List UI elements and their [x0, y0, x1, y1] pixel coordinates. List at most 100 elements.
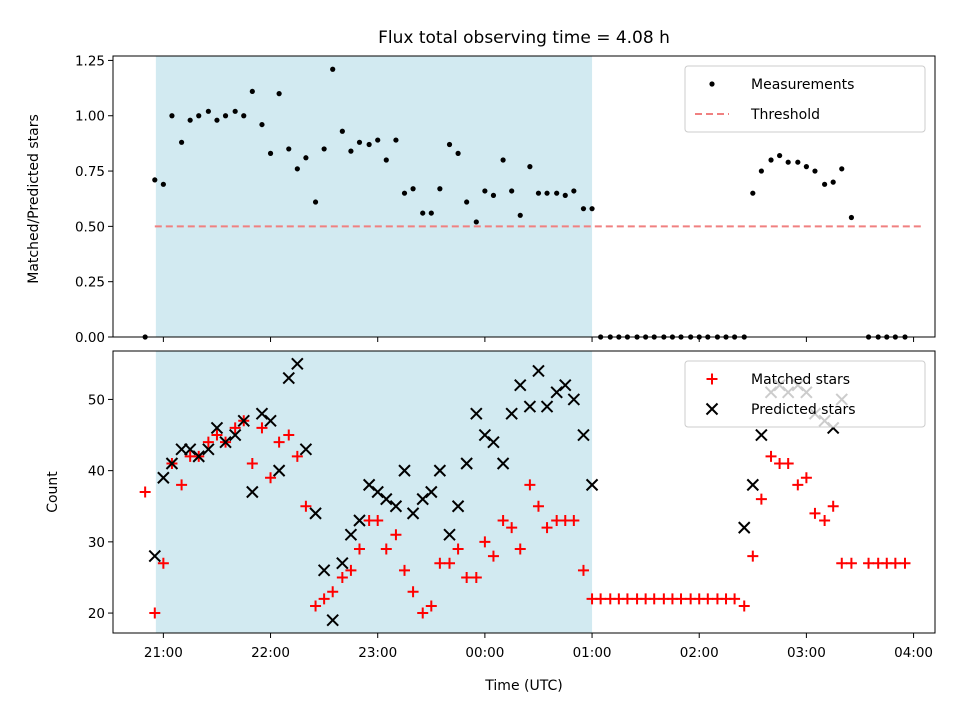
data-point	[407, 586, 419, 598]
x-tick-label: 00:00	[465, 645, 504, 661]
data-point	[255, 407, 269, 420]
y-tick-label: 50	[88, 392, 105, 408]
data-point	[310, 600, 322, 612]
data-point	[889, 557, 901, 569]
data-point	[291, 357, 304, 371]
data-point	[527, 164, 533, 170]
legend-marker	[706, 373, 718, 385]
data-point	[353, 543, 365, 555]
y-tick-label: 0.75	[75, 164, 105, 180]
data-point	[383, 157, 389, 163]
y-tick-label: 1.00	[75, 109, 105, 125]
data-point	[241, 113, 247, 119]
data-point	[839, 166, 845, 172]
data-point	[259, 121, 265, 128]
data-point	[176, 479, 188, 491]
data-point	[577, 428, 590, 442]
data-point	[470, 407, 483, 420]
legend-box	[684, 360, 926, 428]
data-point	[148, 549, 162, 563]
data-point	[401, 190, 408, 196]
data-point	[540, 400, 554, 413]
data-point	[214, 117, 220, 123]
data-point	[265, 472, 277, 484]
data-point	[187, 117, 193, 123]
data-point	[899, 557, 911, 569]
data-point	[205, 108, 211, 114]
data-point	[210, 421, 224, 435]
data-point	[380, 492, 393, 506]
data-point	[353, 514, 366, 527]
data-point	[246, 485, 259, 499]
y-tick-label: 20	[88, 606, 105, 622]
data-point	[845, 557, 857, 569]
data-point	[291, 450, 303, 462]
data-point	[202, 436, 214, 448]
data-point	[738, 600, 750, 612]
data-point	[758, 168, 764, 174]
data-point	[819, 514, 831, 526]
data-point	[183, 443, 197, 456]
data-point	[399, 564, 411, 576]
data-point	[523, 400, 537, 413]
data-point	[532, 364, 545, 378]
data-point	[348, 148, 354, 154]
data-point	[750, 190, 756, 196]
series-matched-stars	[139, 415, 911, 619]
y-tick-label: 0.00	[75, 330, 105, 346]
data-point	[464, 199, 470, 205]
data-point	[451, 500, 465, 513]
data-point	[434, 557, 446, 569]
legend-box	[684, 65, 926, 133]
data-point	[211, 429, 223, 441]
data-point	[169, 113, 175, 119]
legend: Matched stars Predicted stars	[684, 360, 926, 428]
data-point	[524, 479, 536, 491]
data-point	[237, 414, 250, 427]
data-point	[299, 443, 313, 456]
data-point	[326, 613, 339, 627]
data-point	[371, 485, 384, 499]
data-point	[785, 159, 791, 165]
legend: Measurements Threshold	[684, 65, 926, 133]
legend-label: Predicted stars	[751, 402, 856, 418]
data-point	[149, 607, 161, 619]
data-point	[232, 108, 238, 114]
data-point	[478, 428, 492, 442]
data-point	[568, 514, 580, 526]
data-point	[264, 414, 277, 427]
data-point	[362, 478, 376, 492]
y-tick-label: 0.25	[75, 275, 105, 291]
data-point	[509, 188, 515, 194]
data-point	[822, 181, 828, 187]
y-axis-label-bottom: Count	[45, 471, 61, 513]
data-point	[479, 536, 491, 548]
data-point	[487, 550, 499, 562]
data-point	[830, 179, 836, 185]
data-point	[514, 543, 526, 555]
data-point	[157, 557, 169, 569]
data-point	[567, 393, 581, 406]
x-tick-label: 02:00	[680, 645, 719, 661]
data-point	[420, 210, 426, 216]
x-axis-label: Time (UTC)	[484, 678, 562, 694]
legend-label: Measurements	[751, 77, 854, 93]
data-point	[827, 500, 839, 512]
bottom-panel: 20 30 40 50 21:00 22:00 23:00 00:00 01:00 02:00 03…	[88, 350, 936, 661]
data-point	[309, 507, 322, 520]
data-point	[562, 192, 568, 198]
legend-label: Threshold	[750, 107, 820, 123]
data-point	[595, 593, 607, 605]
data-point	[812, 168, 818, 174]
data-point	[192, 450, 205, 463]
y-axis-label-top: Matched/Predicted stars	[26, 114, 42, 284]
data-point	[803, 164, 809, 170]
data-point	[782, 458, 794, 470]
data-point	[219, 435, 232, 449]
data-point	[795, 159, 801, 165]
data-point	[648, 593, 660, 605]
x-tick-label: 03:00	[787, 645, 826, 661]
data-point	[836, 557, 848, 569]
data-point	[294, 166, 300, 172]
